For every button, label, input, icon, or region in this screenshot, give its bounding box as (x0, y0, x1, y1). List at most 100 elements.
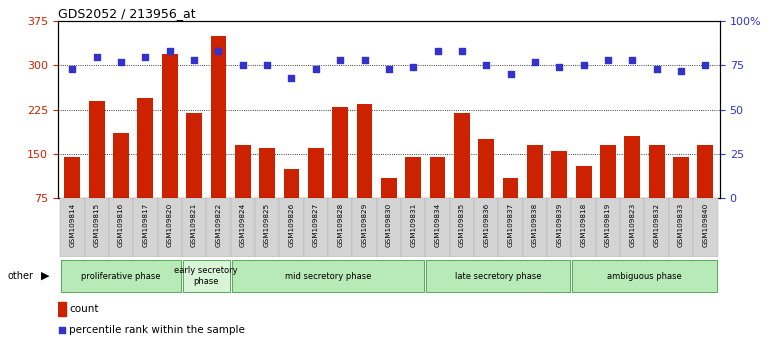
Bar (454, 113, 470, 198)
Point (66, 66, 79, 72)
Bar (478, 139, 494, 198)
Bar (133, 198, 158, 257)
Text: GSM109818: GSM109818 (581, 203, 587, 247)
Point (334, 57, 346, 63)
Point (55, 328, 68, 333)
Bar (235, 145, 251, 198)
Bar (162, 54, 178, 198)
Bar (644, 198, 669, 257)
Text: GSM109815: GSM109815 (94, 203, 99, 247)
Text: GSM109824: GSM109824 (239, 203, 246, 247)
Point (651, 66, 663, 72)
Bar (624, 136, 640, 198)
Bar (498, 198, 523, 257)
Point (383, 66, 395, 72)
Bar (523, 198, 547, 257)
Point (431, 48, 444, 54)
Text: GSM109829: GSM109829 (361, 203, 367, 247)
Bar (576, 166, 591, 198)
Point (358, 57, 370, 63)
Bar (620, 198, 644, 257)
Bar (669, 198, 693, 257)
Point (578, 63, 590, 68)
Point (529, 59, 541, 65)
Bar (547, 198, 571, 257)
Point (91, 54, 103, 59)
Text: GSM109831: GSM109831 (410, 203, 417, 247)
Text: GSM109832: GSM109832 (654, 203, 660, 247)
Point (163, 48, 176, 54)
Point (139, 54, 152, 59)
Bar (303, 198, 328, 257)
Point (699, 63, 711, 68)
Bar (308, 148, 323, 198)
Bar (527, 145, 543, 198)
Point (480, 63, 492, 68)
Bar (377, 198, 401, 257)
Bar (600, 145, 616, 198)
Text: count: count (69, 304, 99, 314)
Bar (230, 198, 255, 257)
Bar (596, 198, 620, 257)
Text: GSM109822: GSM109822 (216, 203, 222, 247)
Text: GSM109817: GSM109817 (142, 203, 149, 247)
Bar (425, 198, 450, 257)
Bar (113, 133, 129, 198)
Bar (551, 151, 567, 198)
Point (456, 48, 468, 54)
Bar (503, 178, 518, 198)
Bar (89, 101, 105, 198)
Bar (572, 260, 717, 292)
Text: GDS2052 / 213956_at: GDS2052 / 213956_at (58, 7, 196, 20)
Bar (138, 98, 153, 198)
Bar (255, 198, 280, 257)
Bar (353, 198, 377, 257)
Bar (474, 198, 498, 257)
Point (188, 57, 200, 63)
Bar (85, 198, 109, 257)
Text: GSM109837: GSM109837 (507, 203, 514, 247)
Text: GSM109816: GSM109816 (118, 203, 124, 247)
Bar (280, 198, 303, 257)
Bar (183, 260, 229, 292)
Bar (698, 145, 713, 198)
Point (602, 57, 614, 63)
Text: GSM109819: GSM109819 (605, 203, 611, 247)
Point (115, 59, 127, 65)
Bar (401, 198, 425, 257)
Bar (427, 260, 571, 292)
Text: GSM109835: GSM109835 (459, 203, 465, 247)
Text: GSM109820: GSM109820 (167, 203, 172, 247)
Text: mid secretory phase: mid secretory phase (285, 272, 371, 281)
Text: ▶: ▶ (41, 271, 49, 281)
Bar (332, 107, 348, 198)
Bar (283, 169, 300, 198)
Bar (210, 36, 226, 198)
Text: GSM109828: GSM109828 (337, 203, 343, 247)
Text: GSM109838: GSM109838 (532, 203, 538, 247)
Point (286, 75, 298, 81)
Bar (186, 113, 202, 198)
Point (236, 63, 249, 68)
Bar (430, 157, 446, 198)
Point (407, 64, 420, 70)
Bar (328, 198, 353, 257)
Text: GSM109825: GSM109825 (264, 203, 270, 247)
Bar (61, 260, 181, 292)
Bar (693, 198, 718, 257)
Bar (158, 198, 182, 257)
Bar (232, 260, 424, 292)
Text: GSM109814: GSM109814 (69, 203, 75, 247)
Text: GSM109823: GSM109823 (629, 203, 635, 247)
Text: early secretory
phase: early secretory phase (175, 267, 238, 286)
Text: GSM109821: GSM109821 (191, 203, 197, 247)
Bar (450, 198, 474, 257)
Text: GSM109840: GSM109840 (702, 203, 708, 247)
Text: GSM109826: GSM109826 (289, 203, 294, 247)
Bar (649, 145, 665, 198)
Bar (58, 302, 66, 316)
Bar (60, 198, 85, 257)
Point (213, 48, 225, 54)
Text: percentile rank within the sample: percentile rank within the sample (69, 325, 245, 336)
Text: ambiguous phase: ambiguous phase (607, 272, 682, 281)
